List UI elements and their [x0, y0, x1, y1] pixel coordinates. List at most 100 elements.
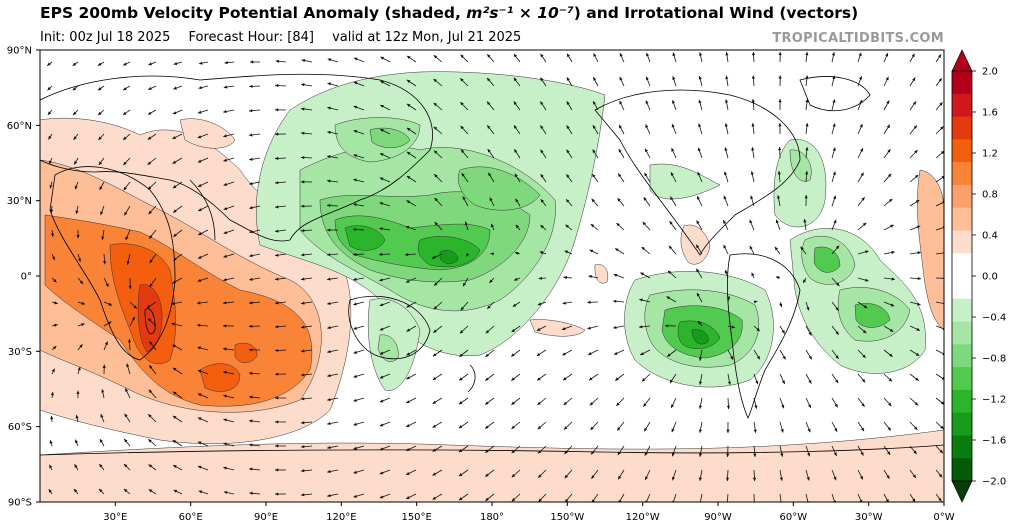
wind-vector-head — [123, 62, 127, 66]
wind-vector-head — [460, 78, 464, 82]
wind-vector-head — [53, 278, 57, 283]
wind-vector-head — [643, 403, 647, 407]
wind-vector-head — [434, 282, 438, 286]
wind-vector-head — [433, 78, 438, 83]
wind-vector-head — [888, 378, 893, 382]
wind-vector-head — [123, 87, 127, 91]
wind-vector-head — [777, 171, 781, 175]
wind-vector-head — [613, 299, 617, 303]
wind-vector-head — [301, 469, 305, 473]
wind-vector-head — [146, 304, 151, 309]
wind-vector-head — [223, 85, 228, 89]
wind-vector-head — [540, 174, 544, 178]
north-america-outline — [594, 89, 801, 256]
wind-vector-head — [698, 75, 702, 80]
wind-vector-head — [123, 186, 127, 191]
wind-vector-head — [511, 498, 516, 502]
wind-vector-head — [275, 492, 279, 496]
wind-vector-head — [149, 365, 153, 369]
wind-vector-head — [79, 280, 83, 284]
wind-vector-head — [380, 129, 384, 132]
wind-vector-head — [223, 182, 228, 186]
wind-vector-head — [100, 211, 104, 216]
wind-vector-head — [645, 476, 649, 480]
wind-vector-head — [458, 425, 463, 429]
wind-vector-head — [730, 356, 734, 360]
wind-vector-head — [172, 185, 177, 189]
wind-vector-head — [147, 161, 152, 165]
wind-vector-head — [805, 75, 809, 79]
wind-vector-head — [671, 123, 675, 128]
wind-vector-head — [862, 329, 867, 334]
lat-tick-label: 30°S — [8, 347, 32, 358]
colorbar-cell — [952, 276, 972, 300]
wind-vector-head — [275, 372, 279, 376]
wind-vector-head — [197, 255, 202, 259]
wind-vector-head — [941, 376, 944, 380]
wind-vector-head — [125, 388, 129, 392]
colorbar-label: 1.2 — [982, 149, 998, 160]
wind-vector-head — [47, 62, 51, 66]
wind-vector-head — [833, 195, 837, 200]
wind-vector-head — [613, 273, 618, 277]
wind-vector-head — [756, 327, 760, 332]
colorbar-label: −1.6 — [982, 436, 1006, 447]
wind-vector-head — [833, 476, 837, 481]
wind-vector-head — [148, 62, 152, 66]
wind-vector-head — [275, 108, 279, 112]
wind-vector-head — [148, 439, 152, 443]
wind-vector-head — [197, 441, 202, 445]
wind-vector-head — [911, 53, 915, 58]
wind-vector-head — [832, 147, 836, 151]
wind-vector-head — [406, 352, 410, 356]
madagascar-outline — [144, 308, 156, 335]
wind-vector-head — [49, 440, 53, 444]
wind-vector-head — [224, 61, 228, 65]
wind-vector-head — [617, 198, 621, 202]
wind-vector-head — [593, 77, 597, 81]
wind-vector-head — [405, 225, 410, 229]
wind-vector-head — [778, 75, 782, 79]
wind-vector-head — [459, 377, 463, 381]
wind-vector-head — [432, 376, 437, 380]
wind-vector-head — [197, 346, 201, 350]
wind-vector-head — [938, 473, 943, 478]
wind-vector-head — [803, 279, 807, 284]
wind-vector-head — [327, 228, 331, 232]
wind-vector-head — [615, 377, 619, 381]
wind-vector — [645, 493, 651, 502]
wind-vector-head — [751, 272, 755, 277]
wind-vector-head — [171, 322, 175, 326]
wind-vector-head — [886, 124, 890, 129]
wind-vector-head — [514, 277, 518, 281]
wind-vector-head — [197, 301, 201, 305]
wind-vector-head — [727, 295, 731, 300]
colorbar-label: −0.4 — [982, 313, 1006, 324]
wind-vector-head — [460, 102, 464, 106]
wind-vector-head — [861, 403, 865, 407]
wind-vector-head — [353, 105, 358, 109]
wind-vector-head — [133, 305, 137, 309]
wind-vector-head — [223, 490, 228, 495]
wind-vector-head — [619, 76, 623, 81]
wind-vector-head — [807, 428, 811, 433]
colorbar-cell — [952, 412, 972, 436]
wind-vector-head — [459, 330, 464, 334]
wind-vector-head — [564, 474, 569, 479]
wind-vector-head — [860, 148, 863, 152]
wind-vector-head — [565, 498, 569, 502]
wind-vector-head — [353, 494, 357, 498]
wind-vector-head — [72, 87, 77, 91]
wind-vector-head — [751, 51, 756, 56]
wind-vector-head — [836, 282, 840, 287]
colorbar: 2.0 1.6 1.2 0.8 0.4 0.0 −0.4 −0.8 −1.2 −1.6 −2.0 — [951, 49, 1006, 503]
lon-tick-label: 150°W — [550, 512, 584, 523]
wind-vector-head — [275, 205, 279, 209]
wind-vector-head — [172, 344, 176, 348]
wind-vector-head — [914, 402, 919, 406]
wind-vector-head — [939, 102, 943, 106]
wind-vector-head — [749, 245, 753, 250]
wind-vector-head — [458, 449, 463, 453]
antarctica-outline — [40, 444, 944, 456]
wind-vector-head — [487, 54, 491, 58]
